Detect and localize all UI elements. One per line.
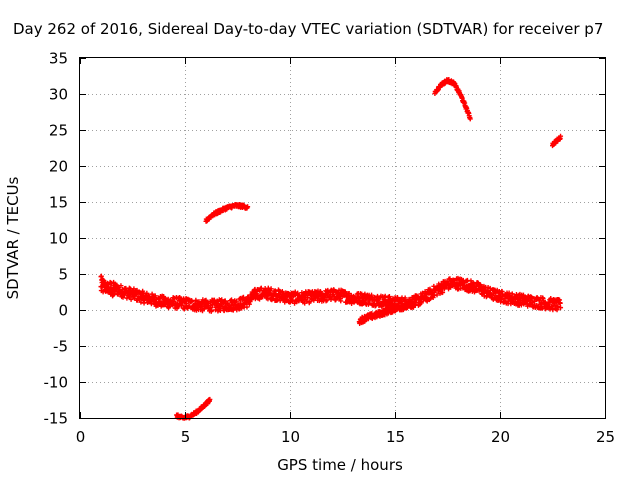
series-arc-early-top (203, 202, 251, 224)
chart-title: Day 262 of 2016, Sidereal Day-to-day VTE… (13, 20, 603, 38)
data-point (440, 289, 446, 295)
data-point (366, 300, 372, 306)
y-tick-label: -15 (44, 410, 69, 428)
series-early-spike (98, 273, 116, 299)
data-point (509, 291, 515, 297)
y-tick-label: 10 (49, 230, 68, 248)
data-point (110, 292, 116, 298)
data-point (427, 286, 433, 292)
x-tick-label: 10 (281, 428, 300, 446)
data-point (244, 304, 250, 310)
data-point (342, 289, 348, 295)
data-point (558, 305, 564, 311)
y-tick-label: 20 (49, 158, 68, 176)
x-axis-label: GPS time / hours (277, 456, 403, 474)
data-point (558, 133, 564, 139)
data-point (434, 292, 440, 298)
data-point (225, 300, 231, 306)
data-point (369, 292, 375, 298)
series-dip-segment (356, 298, 419, 326)
data-point (467, 116, 473, 122)
tick-layer: 0 5 10 15 20 25 -15 -10 -5 0 5 10 15 20 25 30 35 (44, 50, 616, 447)
y-tick-label: -10 (44, 374, 69, 392)
data-point (124, 295, 130, 301)
y-tick-label: 5 (58, 266, 68, 284)
data-point (118, 283, 124, 289)
y-axis-label: SDTVAR / TECUs (4, 176, 22, 299)
data-point (338, 298, 344, 304)
data-point (413, 300, 419, 306)
series-arc-afternoon-top (432, 77, 473, 122)
x-tick-label: 15 (386, 428, 405, 446)
data-point (152, 293, 158, 299)
series-arc-early-bottom (174, 396, 213, 421)
plot-frame (79, 57, 606, 419)
data-layer (98, 77, 564, 421)
y-tick-label: 35 (49, 50, 68, 68)
data-point (207, 396, 213, 402)
data-point (386, 294, 392, 300)
y-tick-label: 15 (49, 194, 68, 212)
data-point (121, 292, 127, 298)
data-point (268, 286, 274, 292)
data-point (418, 300, 424, 306)
x-tick-label: 25 (596, 428, 615, 446)
data-point (357, 295, 363, 301)
y-tick-label: 0 (58, 302, 68, 320)
data-point (382, 293, 388, 299)
y-tick-label: 30 (49, 86, 68, 104)
x-tick-label: 20 (491, 428, 510, 446)
data-point (138, 296, 144, 302)
data-point (233, 298, 239, 304)
y-tick-label: -5 (53, 338, 68, 356)
data-point (128, 296, 134, 302)
y-tick-label: 25 (49, 122, 68, 140)
data-point (240, 294, 246, 300)
grid-layer (80, 58, 605, 418)
series-arc-late-short (550, 133, 564, 149)
data-point (189, 298, 195, 304)
x-tick-label: 5 (181, 428, 191, 446)
data-point (246, 301, 252, 307)
data-point (557, 300, 563, 306)
x-tick-label: 0 (76, 428, 86, 446)
data-point (245, 204, 251, 210)
